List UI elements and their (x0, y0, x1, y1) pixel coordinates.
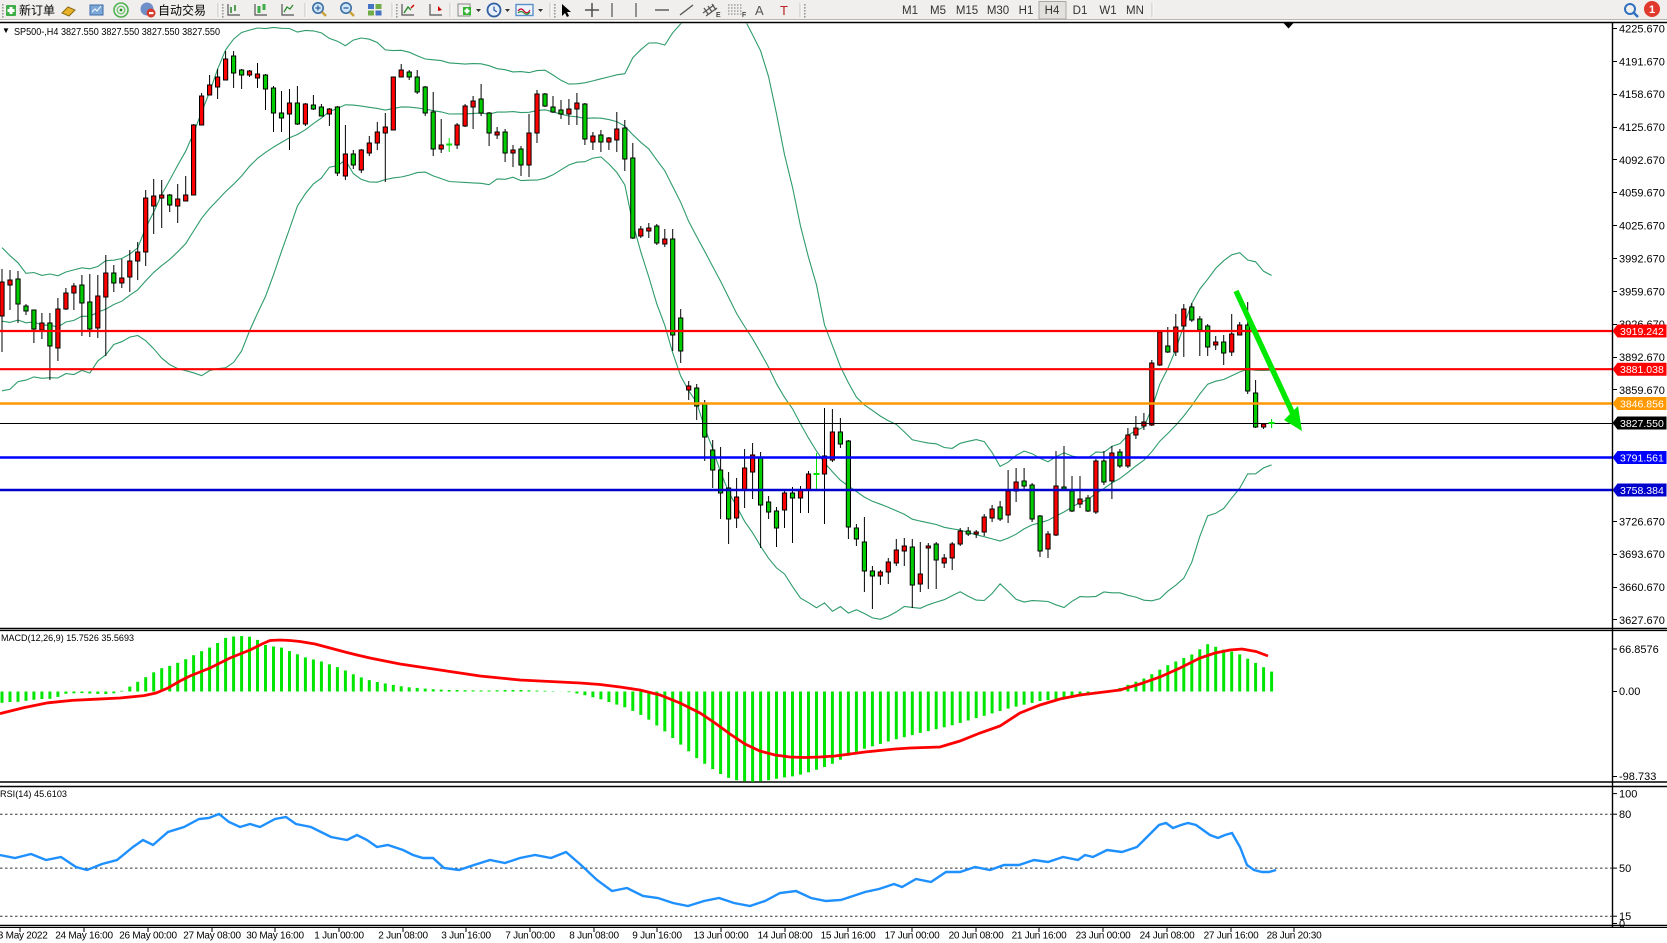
svg-text:4191.670: 4191.670 (1619, 56, 1665, 68)
svg-text:30 May 16:00: 30 May 16:00 (246, 931, 304, 942)
svg-text:24 Jun 08:00: 24 Jun 08:00 (1140, 931, 1196, 942)
svg-text:24 May 16:00: 24 May 16:00 (55, 931, 113, 942)
svg-text:SP500-,H4 3827.550 3827.550 3: SP500-,H4 3827.550 3827.550 3827.550 382… (14, 26, 220, 38)
svg-text:自动交易: 自动交易 (158, 3, 206, 18)
svg-text:15: 15 (1619, 911, 1631, 923)
svg-text:3791.561: 3791.561 (1620, 453, 1664, 465)
svg-text:4059.670: 4059.670 (1619, 188, 1665, 200)
svg-text:RSI(14) 45.6103: RSI(14) 45.6103 (0, 789, 67, 800)
svg-text:3919.242: 3919.242 (1620, 326, 1664, 338)
svg-text:3627.670: 3627.670 (1619, 615, 1665, 627)
svg-text:4092.670: 4092.670 (1619, 155, 1665, 167)
svg-text:3892.670: 3892.670 (1619, 352, 1665, 364)
svg-text:E: E (716, 12, 721, 19)
svg-text:50: 50 (1619, 863, 1631, 875)
svg-text:7 Jun 00:00: 7 Jun 00:00 (505, 931, 555, 942)
svg-text:1: 1 (1649, 4, 1655, 16)
svg-text:MN: MN (1126, 5, 1144, 17)
svg-text:23 Jun 00:00: 23 Jun 00:00 (1076, 931, 1132, 942)
svg-text:A: A (755, 3, 764, 18)
svg-text:3881.038: 3881.038 (1620, 364, 1664, 376)
svg-text:27 Jun 16:00: 27 Jun 16:00 (1204, 931, 1260, 942)
svg-text:4158.670: 4158.670 (1619, 89, 1665, 101)
svg-text:9 Jun 16:00: 9 Jun 16:00 (632, 931, 682, 942)
svg-text:M15: M15 (956, 5, 978, 17)
svg-text:14 Jun 08:00: 14 Jun 08:00 (758, 931, 814, 942)
svg-text:66.8576: 66.8576 (1619, 644, 1659, 656)
svg-text:MACD(12,26,9) 15.7526 35.5693: MACD(12,26,9) 15.7526 35.5693 (1, 633, 134, 644)
svg-text:M5: M5 (930, 5, 946, 17)
svg-text:H1: H1 (1019, 5, 1034, 17)
svg-text:-98.733: -98.733 (1619, 771, 1656, 783)
svg-text:F: F (742, 12, 746, 19)
svg-text:0.00: 0.00 (1619, 686, 1640, 698)
svg-text:80: 80 (1619, 809, 1631, 821)
svg-text:27 May 08:00: 27 May 08:00 (183, 931, 241, 942)
svg-text:3827.550: 3827.550 (1620, 418, 1664, 430)
svg-text:3959.670: 3959.670 (1619, 286, 1665, 298)
svg-text:3 Jun 16:00: 3 Jun 16:00 (441, 931, 491, 942)
svg-text:D1: D1 (1073, 5, 1088, 17)
svg-text:3758.384: 3758.384 (1620, 485, 1664, 497)
svg-text:15 Jun 16:00: 15 Jun 16:00 (821, 931, 877, 942)
svg-text:26 May 00:00: 26 May 00:00 (119, 931, 177, 942)
svg-text:100: 100 (1619, 789, 1637, 801)
svg-text:2 Jun 08:00: 2 Jun 08:00 (378, 931, 428, 942)
svg-text:T: T (780, 3, 788, 18)
svg-text:13 Jun 00:00: 13 Jun 00:00 (694, 931, 750, 942)
svg-text:4125.670: 4125.670 (1619, 122, 1665, 134)
svg-text:28 Jun 20:30: 28 Jun 20:30 (1267, 931, 1323, 942)
svg-text:3693.670: 3693.670 (1619, 549, 1665, 561)
svg-text:3726.670: 3726.670 (1619, 516, 1665, 528)
svg-text:17 Jun 00:00: 17 Jun 00:00 (885, 931, 941, 942)
svg-text:H4: H4 (1045, 5, 1060, 17)
svg-text:4225.670: 4225.670 (1619, 23, 1665, 35)
svg-text:3846.856: 3846.856 (1620, 399, 1664, 411)
svg-text:1 Jun 00:00: 1 Jun 00:00 (314, 931, 364, 942)
svg-text:W1: W1 (1099, 5, 1116, 17)
svg-text:4025.670: 4025.670 (1619, 221, 1665, 233)
svg-text:23 May 2022: 23 May 2022 (0, 931, 48, 942)
svg-text:8 Jun 08:00: 8 Jun 08:00 (569, 931, 619, 942)
svg-text:21 Jun 16:00: 21 Jun 16:00 (1012, 931, 1068, 942)
svg-text:▼: ▼ (2, 26, 10, 35)
svg-text:3992.670: 3992.670 (1619, 253, 1665, 265)
svg-text:M1: M1 (902, 5, 918, 17)
svg-text:3660.670: 3660.670 (1619, 582, 1665, 594)
svg-text:20 Jun 08:00: 20 Jun 08:00 (949, 931, 1005, 942)
svg-text:新订单: 新订单 (19, 3, 55, 18)
svg-text:0: 0 (1619, 919, 1625, 931)
svg-text:M30: M30 (987, 5, 1009, 17)
svg-text:3859.670: 3859.670 (1619, 385, 1665, 397)
